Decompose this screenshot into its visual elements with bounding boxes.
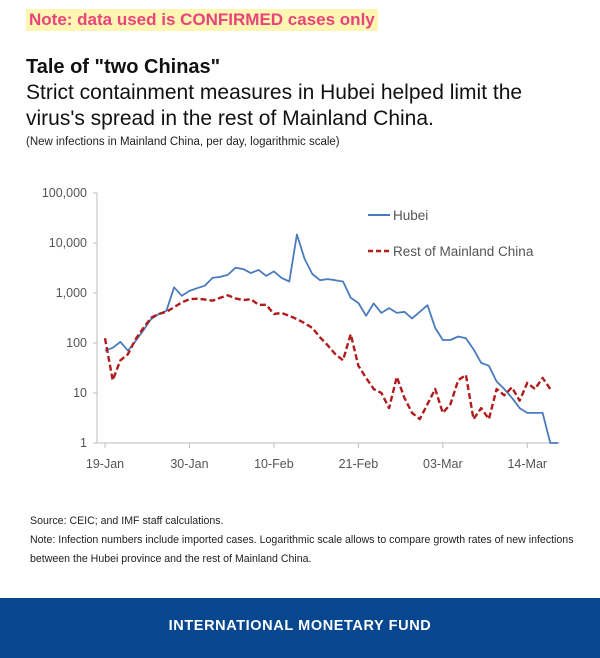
hubei-series-line bbox=[104, 233, 558, 444]
chart-subtitle: Strict containment measures in Hubei hel… bbox=[26, 81, 523, 130]
rest-of-china-series-line bbox=[103, 294, 552, 421]
source-line: Source: CEIC; and IMF staff calculations… bbox=[30, 515, 224, 527]
legend-rest-label: Rest of Mainland China bbox=[393, 244, 534, 259]
x-tick-label: 10-Feb bbox=[254, 457, 294, 471]
imf-footer: INTERNATIONAL MONETARY FUND bbox=[0, 598, 600, 658]
y-tick-label: 100,000 bbox=[42, 186, 87, 200]
methodology-note: Note: Infection numbers include imported… bbox=[30, 534, 574, 565]
x-tick-label: 21-Feb bbox=[339, 457, 379, 471]
chart-title: Tale of "two Chinas" bbox=[26, 56, 221, 78]
y-tick-label: 100 bbox=[66, 336, 87, 350]
source-notes: Source: CEIC; and IMF staff calculations… bbox=[30, 512, 575, 569]
confirmed-cases-note: Note: data used is CONFIRMED cases only bbox=[26, 9, 378, 31]
y-tick-label: 10,000 bbox=[49, 236, 87, 250]
log-line-chart: 1 10 100 1,000 10,000 100,000 19-Jan 30-Jan 10-F… bbox=[42, 186, 560, 471]
legend-hubei-label: Hubei bbox=[393, 208, 428, 223]
x-tick-label: 19-Jan bbox=[86, 457, 124, 471]
x-tick-label: 30-Jan bbox=[170, 457, 208, 471]
x-tick-label: 03-Mar bbox=[423, 457, 463, 471]
x-tick-label: 14-Mar bbox=[507, 457, 547, 471]
y-tick-label: 10 bbox=[73, 386, 87, 400]
y-tick-label: 1,000 bbox=[56, 286, 87, 300]
y-tick-label: 1 bbox=[80, 436, 87, 450]
unit-note: (New infections in Mainland China, per d… bbox=[26, 136, 340, 148]
